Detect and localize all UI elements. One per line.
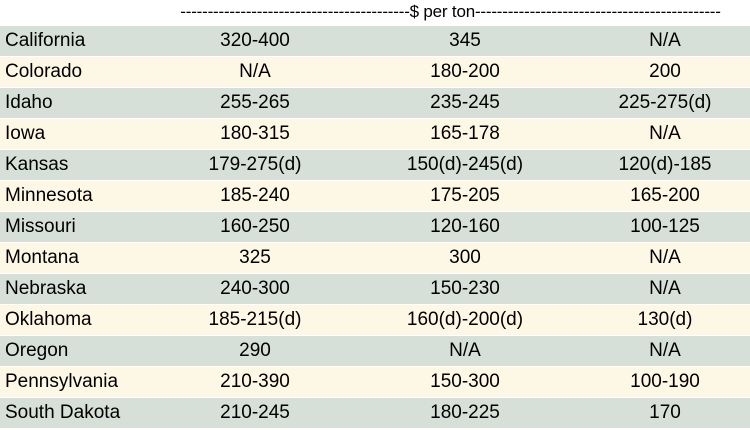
table-row: California 320-400 345 N/A [0, 26, 750, 57]
state-name: Oregon [5, 340, 69, 361]
price-table: California 320-400 345 N/A Colorado N/A … [0, 26, 750, 429]
state-name: Montana [5, 247, 79, 268]
price-col-1: N/A [239, 61, 271, 82]
price-col-3: 170 [649, 402, 681, 423]
price-col-2: 165-178 [430, 123, 500, 144]
price-col-2: 180-225 [430, 402, 500, 423]
price-col-1: 179-275(d) [208, 154, 302, 175]
state-name: Idaho [5, 92, 53, 113]
table-row: Missouri 160-250 120-160 100-125 [0, 212, 750, 243]
price-col-2: 175-205 [430, 185, 500, 206]
price-col-1: 160-250 [220, 216, 290, 237]
price-col-3: 120(d)-185 [618, 154, 712, 175]
price-col-3: N/A [649, 340, 681, 361]
price-col-3: 100-190 [630, 371, 700, 392]
state-name: South Dakota [5, 402, 121, 423]
price-col-3: 165-200 [630, 185, 700, 206]
price-col-3: N/A [649, 123, 681, 144]
table-row: Minnesota 185-240 175-205 165-200 [0, 181, 750, 212]
price-col-1: 255-265 [220, 92, 290, 113]
price-col-2: 180-200 [430, 61, 500, 82]
price-col-1: 240-300 [220, 278, 290, 299]
price-col-1: 185-240 [220, 185, 290, 206]
state-name: Missouri [5, 216, 76, 237]
price-col-3: N/A [649, 30, 681, 51]
table-row: Nebraska 240-300 150-230 N/A [0, 274, 750, 305]
price-col-2: 150-230 [430, 278, 500, 299]
state-name: California [5, 30, 86, 51]
state-name: Pennsylvania [5, 371, 119, 392]
table-row: Oregon 290 N/A N/A [0, 336, 750, 367]
unit-label: ----------------------------------------… [180, 2, 721, 21]
table-header: ----------------------------------------… [0, 0, 750, 26]
price-col-3: 225-275(d) [618, 92, 712, 113]
state-name: Nebraska [5, 278, 87, 299]
table-row: Kansas 179-275(d) 150(d)-245(d) 120(d)-1… [0, 150, 750, 181]
table-row: Oklahoma 185-215(d) 160(d)-200(d) 130(d) [0, 305, 750, 336]
state-name: Iowa [5, 123, 46, 144]
price-col-1: 290 [239, 340, 271, 361]
price-col-1: 325 [239, 247, 271, 268]
price-col-3: N/A [649, 247, 681, 268]
table-row: Iowa 180-315 165-178 N/A [0, 119, 750, 150]
price-col-3: 100-125 [630, 216, 700, 237]
price-col-1: 180-315 [220, 123, 290, 144]
price-col-3: 130(d) [637, 309, 693, 330]
state-name: Colorado [5, 61, 83, 82]
price-col-3: N/A [649, 278, 681, 299]
price-col-2: 150(d)-245(d) [406, 154, 524, 175]
price-col-1: 210-245 [220, 402, 290, 423]
table-row: South Dakota 210-245 180-225 170 [0, 398, 750, 429]
price-col-2: 235-245 [430, 92, 500, 113]
state-name: Kansas [5, 154, 69, 175]
price-col-2: 160(d)-200(d) [406, 309, 524, 330]
price-col-1: 210-390 [220, 371, 290, 392]
price-col-1: 320-400 [220, 30, 290, 51]
state-name: Minnesota [5, 185, 93, 206]
table-row: Colorado N/A 180-200 200 [0, 57, 750, 88]
price-col-3: 200 [649, 61, 681, 82]
table-row: Montana 325 300 N/A [0, 243, 750, 274]
price-col-2: 150-300 [430, 371, 500, 392]
price-col-2: N/A [449, 340, 481, 361]
price-col-2: 300 [449, 247, 481, 268]
price-col-2: 345 [449, 30, 481, 51]
table-row: Idaho 255-265 235-245 225-275(d) [0, 88, 750, 119]
price-col-1: 185-215(d) [208, 309, 302, 330]
price-col-2: 120-160 [430, 216, 500, 237]
table-row: Pennsylvania 210-390 150-300 100-190 [0, 367, 750, 398]
state-name: Oklahoma [5, 309, 92, 330]
